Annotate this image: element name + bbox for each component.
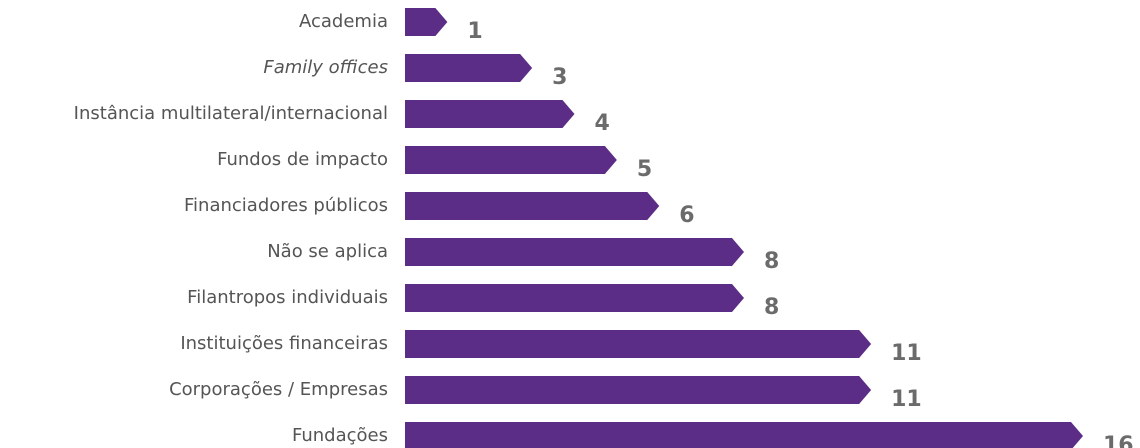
category-label: Filantropos individuais	[187, 287, 388, 308]
category-label: Family offices	[263, 57, 388, 78]
bar	[405, 100, 575, 128]
bar	[405, 376, 872, 404]
bar	[405, 192, 660, 220]
value-label: 11	[891, 387, 922, 412]
bar	[405, 54, 533, 82]
category-label: Fundos de impacto	[217, 149, 388, 170]
value-label: 11	[891, 341, 922, 366]
value-label: 16	[1103, 433, 1134, 448]
category-label: Academia	[299, 11, 388, 32]
bar	[405, 146, 617, 174]
category-label: Não se aplica	[267, 241, 388, 262]
category-label: Instância multilateral/internacional	[74, 103, 388, 124]
value-label: 8	[764, 249, 779, 274]
category-label: Corporações / Empresas	[169, 379, 388, 400]
category-label: Fundações	[292, 425, 388, 446]
value-label: 8	[764, 295, 779, 320]
bar	[405, 422, 1083, 448]
value-label: 1	[467, 19, 482, 44]
bar	[405, 330, 872, 358]
bar	[405, 238, 744, 266]
category-label: Financiadores públicos	[184, 195, 388, 216]
value-label: 6	[679, 203, 694, 228]
value-label: 3	[552, 65, 567, 90]
bar	[405, 8, 448, 36]
value-label: 5	[637, 157, 652, 182]
category-label: Instituições financeiras	[180, 333, 388, 354]
value-label: 4	[595, 111, 610, 136]
bar	[405, 284, 744, 312]
